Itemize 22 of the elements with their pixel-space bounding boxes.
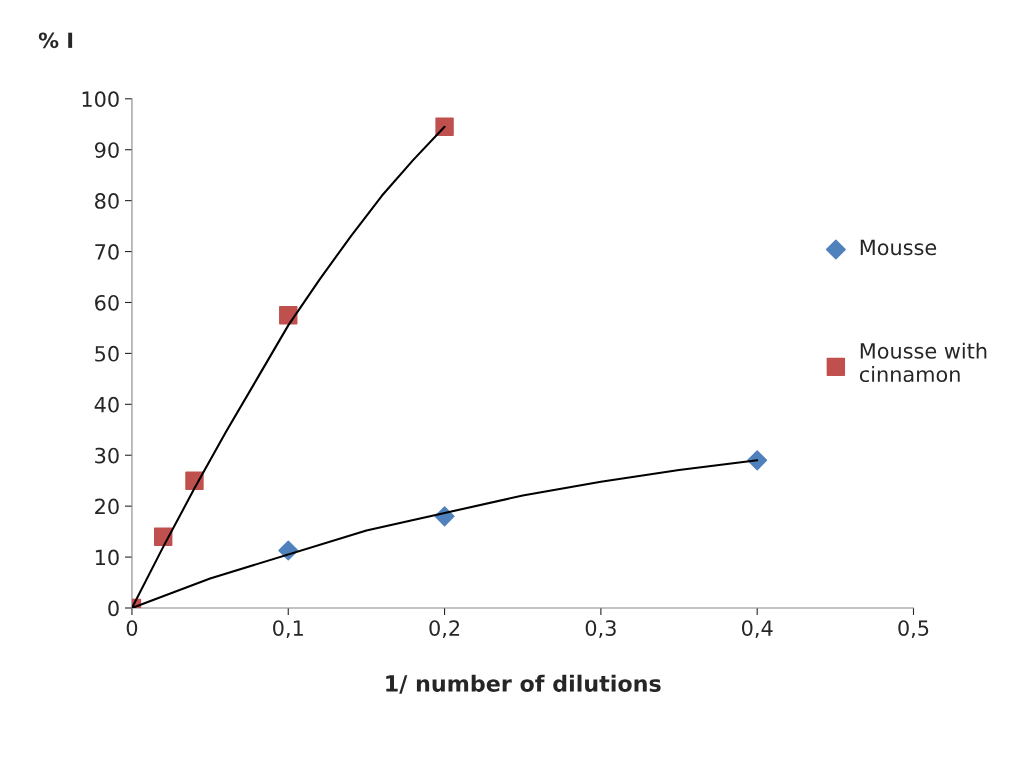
- x-tick-label: 0: [126, 620, 138, 636]
- y-tick-label: 90: [94, 142, 119, 158]
- y-tick-label: 0: [108, 600, 119, 617]
- legend-label: Mousse with cinnamon: [859, 342, 987, 383]
- y-tick-label: 80: [95, 193, 119, 209]
- y-tick-label: 30: [95, 447, 119, 464]
- x-tick-label: 0,3: [585, 620, 616, 639]
- point: [435, 117, 454, 137]
- y-tick-label: 10: [95, 549, 119, 566]
- y-tick-label: 100: [82, 91, 119, 108]
- y-tick-label: 20: [95, 498, 119, 515]
- y-tick-label: 50: [95, 345, 119, 362]
- x-tick-label: 0,4: [742, 620, 773, 639]
- x-tick-label: 0,2: [429, 620, 460, 639]
- x-tick-label: 0,5: [898, 620, 929, 639]
- x-tick-label: 0,1: [273, 620, 303, 639]
- x-axis-title: 1/ number of dilutions: [386, 674, 661, 694]
- y-tick-label: 70: [95, 244, 119, 260]
- y-axis-title: % I: [38, 32, 73, 49]
- y-tick-label: 60: [95, 294, 119, 311]
- y-tick-label: 40: [94, 396, 119, 413]
- legend-label: Mousse: [860, 239, 937, 256]
